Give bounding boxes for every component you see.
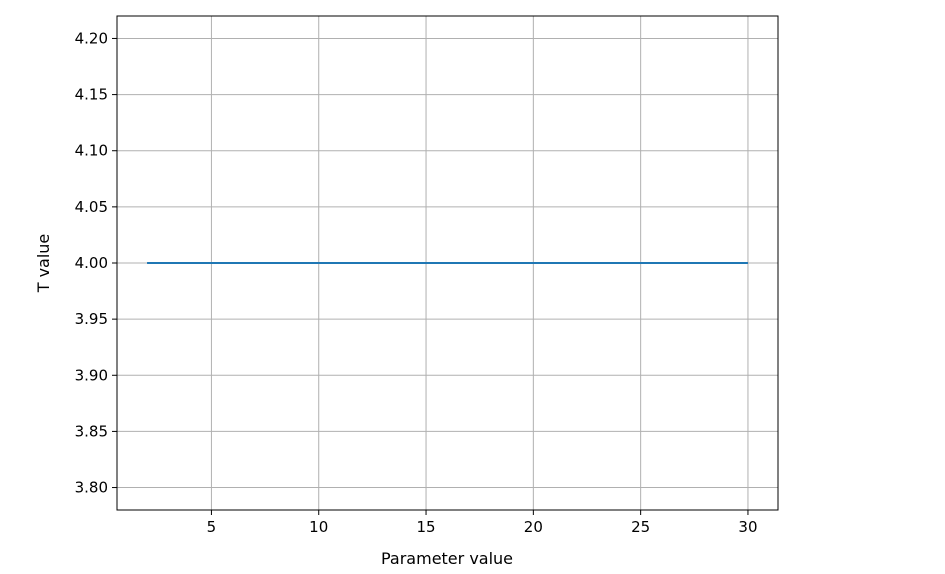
x-tick-label: 15 (416, 518, 435, 536)
y-tick-label: 3.85 (75, 422, 108, 440)
y-axis-label: T value (34, 234, 53, 294)
y-axis-ticks: 3.80 3.85 3.90 3.95 4.00 4.05 4.10 4.15 4.20 (75, 29, 117, 497)
x-axis-ticks: 5 10 15 20 25 30 (207, 510, 758, 536)
x-tick-label: 10 (309, 518, 328, 536)
y-tick-label: 3.90 (75, 366, 108, 384)
y-tick-label: 4.05 (75, 198, 108, 216)
x-tick-label: 25 (631, 518, 650, 536)
y-tick-label: 4.10 (75, 142, 108, 160)
y-tick-label: 4.20 (75, 29, 108, 47)
x-tick-label: 5 (207, 518, 217, 536)
x-tick-label: 20 (524, 518, 543, 536)
y-tick-label: 4.00 (75, 254, 108, 272)
x-axis-label: Parameter value (381, 549, 513, 568)
y-tick-label: 3.80 (75, 479, 108, 497)
y-tick-label: 3.95 (75, 310, 108, 328)
y-tick-label: 4.15 (75, 86, 108, 104)
x-tick-label: 30 (738, 518, 757, 536)
